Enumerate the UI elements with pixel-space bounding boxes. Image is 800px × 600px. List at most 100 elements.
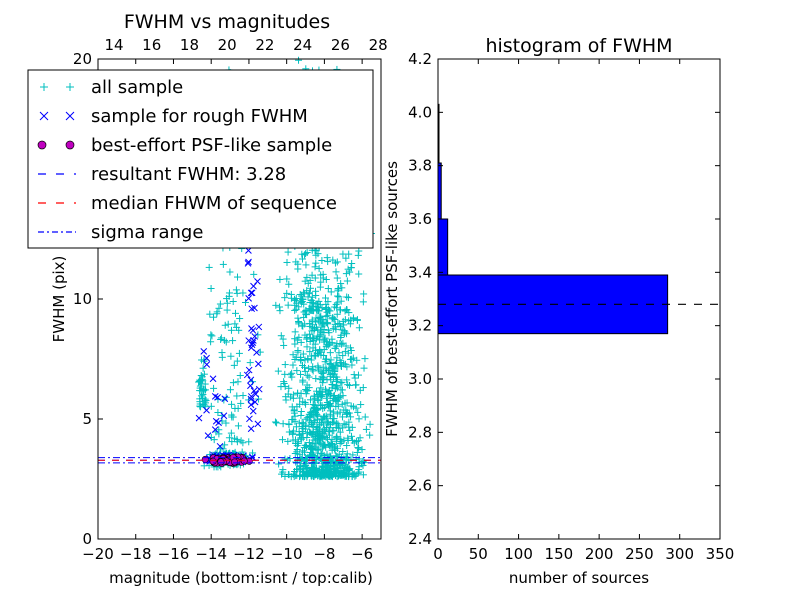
rough-sample-point xyxy=(203,354,210,362)
rough-sample-point xyxy=(220,412,228,420)
x-tick-label: 150 xyxy=(545,545,574,563)
legend-marker xyxy=(65,111,75,121)
y-tick-label: 2.8 xyxy=(408,423,432,441)
rough-sample-point xyxy=(249,339,257,347)
rough-sample-point xyxy=(254,277,261,285)
rough-sample-point xyxy=(247,376,255,384)
legend-entries: all sample sample for rough FWHM best-effo… xyxy=(37,77,337,243)
y-tick-label: 10 xyxy=(73,290,92,308)
legend-label: best-effort PSF-like sample xyxy=(91,135,332,156)
top-tick-label: 16 xyxy=(142,36,161,54)
rough-sample-point xyxy=(252,390,259,398)
scatter-plot-area xyxy=(98,56,381,481)
rough-sample-point xyxy=(246,415,253,423)
rough-sample-point xyxy=(248,289,256,297)
y-tick-label: 2.4 xyxy=(408,530,432,548)
rough-sample-point xyxy=(248,325,255,332)
x-tick-label: 50 xyxy=(469,545,488,563)
rough-sample-point xyxy=(245,295,253,302)
rough-sample-point xyxy=(209,375,217,383)
y-tick-label: 3.6 xyxy=(408,210,432,228)
scatter-title: FWHM vs magnitudes xyxy=(124,11,330,33)
rough-sample-point xyxy=(247,289,255,297)
rough-sample-point xyxy=(245,366,253,374)
x-tick-label: −10 xyxy=(271,545,303,563)
legend-entry: sample for rough FWHM xyxy=(39,106,308,127)
rough-sample-point xyxy=(247,382,254,390)
psf-sample-point xyxy=(231,458,239,466)
x-tick-label: −6 xyxy=(351,545,373,563)
rough-sample-point xyxy=(251,398,259,406)
series-all-sample xyxy=(193,56,376,481)
legend-label: median FHWM of sequence xyxy=(91,193,337,214)
x-tick-label: 100 xyxy=(504,545,533,563)
histogram-plot-area xyxy=(437,103,720,335)
histogram-panel: 0 50 100 150 200 250 300 350 2.4 2.6 2.8 3.0 3.2 3.4… xyxy=(383,35,734,587)
histogram-title: histogram of FWHM xyxy=(485,35,672,57)
x-tick-label: 250 xyxy=(625,545,654,563)
legend-label: sample for rough FWHM xyxy=(91,106,308,127)
rough-sample-point xyxy=(255,385,263,393)
top-tick-label: 20 xyxy=(218,36,237,54)
rough-sample-point xyxy=(243,371,251,379)
rough-sample-point xyxy=(250,282,257,290)
legend-entry: median FHWM of sequence xyxy=(38,193,337,214)
rough-sample-point xyxy=(214,393,221,401)
legend-entry: resultant FWHM: 3.28 xyxy=(38,164,286,185)
x-tick-label: −12 xyxy=(233,545,265,563)
x-tick-label: −14 xyxy=(195,545,227,563)
psf-sample-point xyxy=(209,457,217,465)
y-tick-label: 4.0 xyxy=(408,103,432,121)
rough-sample-point xyxy=(203,361,211,368)
rough-sample-point xyxy=(245,337,253,344)
rough-sample-point xyxy=(247,393,255,400)
top-tick-label: 14 xyxy=(104,36,123,54)
rough-sample-point xyxy=(254,360,262,368)
x-tick-label: −16 xyxy=(158,545,190,563)
rough-sample-point xyxy=(247,425,255,433)
legend-marker xyxy=(65,140,75,150)
rough-sample-point xyxy=(255,323,263,331)
x-tick-label: −18 xyxy=(120,545,152,563)
x-tick-label: 0 xyxy=(433,545,443,563)
rough-sample-point xyxy=(251,333,259,340)
rough-sample-point xyxy=(244,259,252,267)
x-tick-label: −8 xyxy=(313,545,335,563)
top-tick-label: 26 xyxy=(331,36,350,54)
scatter-panel: −20 −18 −16 −14 −12 −10 −8 −6 14 16 18 20 22 24 26 28 … xyxy=(50,11,388,587)
legend: all sample sample for rough FWHM best-effo… xyxy=(27,69,374,249)
y-tick-label: 3.4 xyxy=(408,263,432,281)
y-tick-label: 4.2 xyxy=(408,50,432,68)
top-tick-label: 22 xyxy=(255,36,274,54)
rough-sample-point xyxy=(248,305,256,313)
scatter-ylabel: FWHM (pix) xyxy=(50,256,68,343)
top-tick-label: 24 xyxy=(293,36,312,54)
rough-sample-point xyxy=(216,442,224,450)
y-tick-label: 5 xyxy=(82,410,92,428)
rough-sample-point xyxy=(204,432,212,439)
x-tick-label: −20 xyxy=(82,545,114,563)
y-tick-label: 0 xyxy=(82,530,92,548)
rough-sample-point xyxy=(248,341,256,349)
scatter-x-ticks: −20 −18 −16 −14 −12 −10 −8 −6 xyxy=(82,534,373,563)
rough-sample-point xyxy=(211,393,219,400)
legend-marker xyxy=(37,140,47,150)
rough-sample-point xyxy=(203,406,210,414)
rough-sample-point xyxy=(250,387,258,395)
legend-label: all sample xyxy=(91,77,183,98)
rough-sample-point xyxy=(195,414,203,422)
rough-sample-point xyxy=(254,420,262,428)
legend-label: resultant FWHM: 3.28 xyxy=(91,164,286,185)
rough-sample-point xyxy=(221,395,229,403)
x-tick-label: 300 xyxy=(665,545,694,563)
rough-sample-point xyxy=(245,258,252,266)
legend-entry: best-effort PSF-like sample xyxy=(37,135,332,156)
scatter-top-ticks: 14 16 18 20 22 24 26 28 xyxy=(97,36,388,64)
x-tick-label: 200 xyxy=(585,545,614,563)
histogram-x-ticks: 0 50 100 150 200 250 300 350 xyxy=(433,59,734,563)
top-tick-label: 28 xyxy=(369,36,388,54)
y-tick-label: 20 xyxy=(73,50,92,68)
histogram-bar xyxy=(437,218,449,276)
top-tick-label: 18 xyxy=(180,36,199,54)
